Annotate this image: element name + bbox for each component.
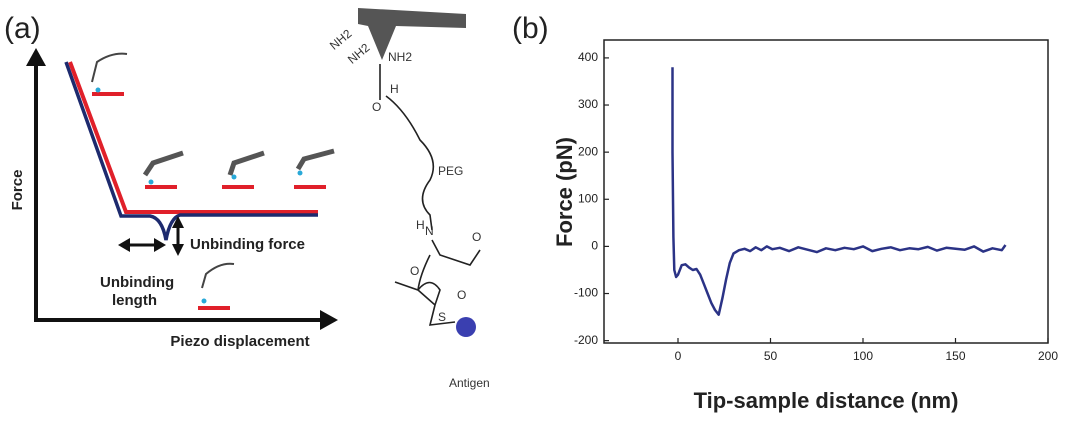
y-tick-label: 400 (578, 50, 598, 64)
y-tick-label: 100 (578, 191, 598, 205)
axes (34, 62, 326, 322)
chem-label: NH2 (388, 50, 412, 64)
chem-label: N (425, 224, 434, 238)
y-tick-label: -100 (574, 286, 598, 300)
arrow-heads (118, 216, 184, 256)
y-tick-label: -200 (574, 333, 598, 347)
panel-label: (a) (4, 12, 41, 45)
plot-frame (603, 39, 1049, 344)
arrow-head (26, 48, 46, 66)
chem-label: O (372, 100, 381, 114)
chem-label: S (438, 310, 446, 324)
x-tick-label: 0 (675, 349, 682, 363)
y-tick-label: 0 (591, 239, 598, 253)
y-axis-label: Force (pN) (552, 137, 577, 247)
annotation: Unbinding (100, 274, 174, 291)
chem-label: NH2 (327, 26, 355, 52)
y-tick-label: 300 (578, 97, 598, 111)
chem-label: O (457, 288, 466, 302)
arrow-head (320, 310, 338, 330)
annotation: length (112, 292, 157, 309)
annotation: Unbinding force (190, 236, 305, 253)
chem-label: NH2 (345, 40, 373, 66)
x-axis-label: Tip-sample distance (nm) (694, 388, 959, 413)
x-tick-label: 100 (853, 349, 873, 363)
antigen-bead (456, 317, 476, 337)
chem-label: O (410, 264, 419, 278)
approach-curve (68, 61, 318, 214)
y-axis-label: Force (9, 170, 26, 211)
cantilever-icons (91, 52, 335, 310)
x-tick-label: 50 (764, 349, 778, 363)
x-axis-label: Piezo displacement (170, 333, 309, 350)
chem-label: H (416, 218, 425, 232)
tip-linker (358, 8, 481, 326)
x-tick-label: 200 (1038, 349, 1058, 363)
chem-label: Antigen (449, 376, 490, 390)
retract-curve (64, 61, 318, 241)
chem-label: PEG (438, 164, 463, 178)
y-tick-label: 200 (578, 144, 598, 158)
chem-label: H (390, 82, 399, 96)
panel-label: (b) (512, 12, 549, 45)
x-tick-label: 150 (945, 349, 965, 363)
chem-label: O (472, 230, 481, 244)
force-trace (671, 67, 1007, 316)
